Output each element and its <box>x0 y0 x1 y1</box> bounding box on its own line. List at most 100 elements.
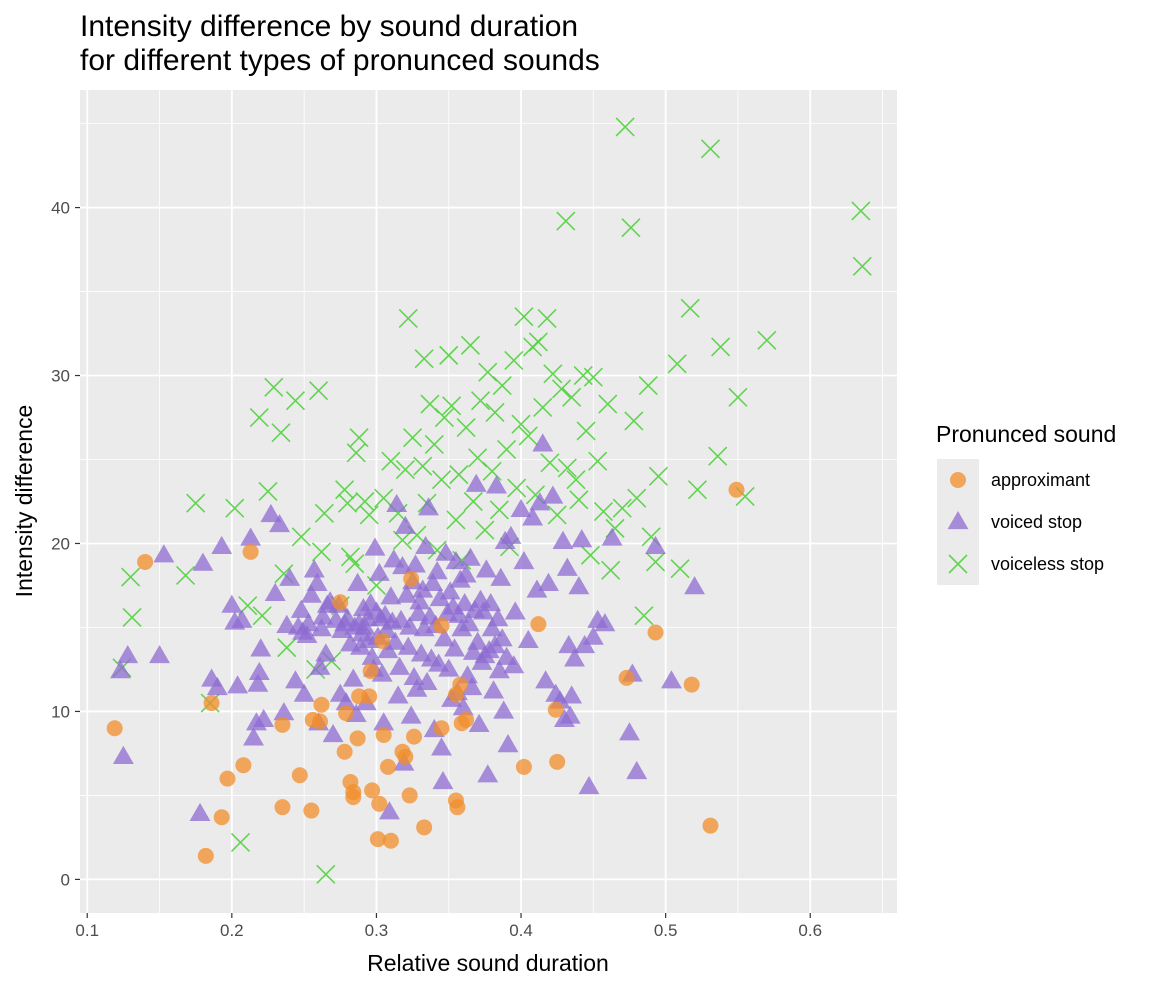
data-point-triangle <box>293 683 315 702</box>
data-point-triangle <box>454 592 476 612</box>
data-point-x <box>576 421 596 441</box>
data-point-x <box>528 332 548 352</box>
data-point-triangle <box>407 603 429 622</box>
data-point-triangle <box>273 702 295 721</box>
data-point-triangle <box>483 680 505 699</box>
data-point-x <box>434 407 454 428</box>
y-tick-label: 10 <box>51 702 70 721</box>
data-point-x <box>249 407 269 428</box>
data-point-circle <box>203 695 220 712</box>
data-point-circle <box>312 713 329 730</box>
y-tick-label: 20 <box>51 534 70 553</box>
data-point-triangle <box>452 697 474 716</box>
data-point-triangle <box>493 700 515 719</box>
data-point-x <box>355 491 375 512</box>
data-point-x <box>593 502 614 522</box>
data-point-x <box>346 443 366 463</box>
y-tick-label: 0 <box>61 870 70 889</box>
data-point-circle <box>338 705 355 722</box>
data-point-triangle <box>568 576 590 595</box>
data-point-circle <box>219 770 236 787</box>
data-point-x <box>598 394 618 414</box>
data-point-triangle <box>497 734 519 753</box>
data-point-x <box>533 397 553 418</box>
legend-title: Pronunced sound <box>936 421 1116 447</box>
data-point-x <box>645 552 666 572</box>
data-point-triangle <box>306 572 328 591</box>
data-point-x <box>540 453 560 473</box>
data-point-triangle <box>394 515 416 534</box>
data-point-circle <box>433 617 450 634</box>
data-point-circle <box>274 716 291 733</box>
data-point-x <box>424 434 444 454</box>
data-point-x <box>439 345 459 365</box>
data-point-circle <box>332 594 349 611</box>
data-point-triangle <box>626 760 648 780</box>
data-point-triangle <box>409 591 431 610</box>
data-point-x <box>414 349 434 369</box>
data-point-x <box>634 606 654 626</box>
data-point-triangle <box>368 562 390 581</box>
data-point-x <box>667 354 687 374</box>
data-point-triangle <box>335 692 357 711</box>
data-point-triangle <box>594 613 616 632</box>
data-point-triangle <box>542 485 564 504</box>
data-point-x <box>648 466 668 486</box>
data-point-x <box>442 396 462 416</box>
data-point-circle <box>416 819 433 836</box>
data-point-x <box>497 439 517 459</box>
data-point-x <box>475 520 495 540</box>
legend-label-voiceless-stop: voiceless stop <box>991 554 1104 574</box>
data-point-circle <box>235 757 252 774</box>
data-point-x <box>470 391 491 411</box>
legend-label-approximant: approximant <box>991 470 1090 490</box>
data-point-x <box>700 139 721 159</box>
data-point-x <box>403 428 423 448</box>
data-point-triangle <box>371 663 393 682</box>
data-point-triangle <box>461 676 483 696</box>
data-point-x <box>431 470 452 490</box>
data-point-triangle <box>192 552 214 571</box>
data-point-circle <box>449 799 466 816</box>
data-point-circle <box>213 809 230 826</box>
data-point-triangle <box>296 624 318 644</box>
x-tick-label: 0.5 <box>654 921 678 940</box>
data-point-triangle <box>684 576 706 595</box>
data-point-x <box>316 864 336 884</box>
data-point-triangle <box>364 537 386 556</box>
series-approximant <box>106 481 745 864</box>
data-point-triangle <box>435 542 457 561</box>
data-point-circle <box>515 758 532 775</box>
data-point-triangle <box>462 641 484 660</box>
data-point-circle <box>375 726 392 743</box>
data-point-triangle <box>559 705 581 724</box>
data-point-triangle <box>399 616 421 635</box>
data-point-triangle <box>486 475 507 494</box>
data-point-triangle <box>571 529 593 548</box>
data-point-triangle <box>300 584 322 603</box>
data-point-x <box>264 377 284 397</box>
data-point-triangle <box>380 586 402 605</box>
data-point-circle <box>106 720 123 737</box>
data-point-circle <box>406 728 423 745</box>
data-point-x <box>349 428 369 448</box>
data-point-circle <box>380 758 397 775</box>
data-point-x <box>271 423 291 443</box>
data-point-circle <box>401 787 418 804</box>
data-point-x <box>359 505 379 525</box>
data-point-x <box>507 478 527 498</box>
data-point-triangle <box>400 705 422 724</box>
legend-keys <box>937 459 979 585</box>
data-point-x <box>489 500 509 520</box>
data-point-triangle <box>298 613 319 632</box>
data-point-x <box>335 480 355 500</box>
legend-key-circle <box>950 472 966 488</box>
data-point-x <box>612 498 632 518</box>
x-tick-label: 0.4 <box>509 921 533 940</box>
data-point-triangle <box>227 675 249 694</box>
data-point-x <box>463 491 483 512</box>
data-point-triangle <box>465 473 487 492</box>
data-point-x <box>551 379 572 399</box>
data-point-triangle <box>432 770 454 790</box>
data-point-x <box>413 456 433 476</box>
